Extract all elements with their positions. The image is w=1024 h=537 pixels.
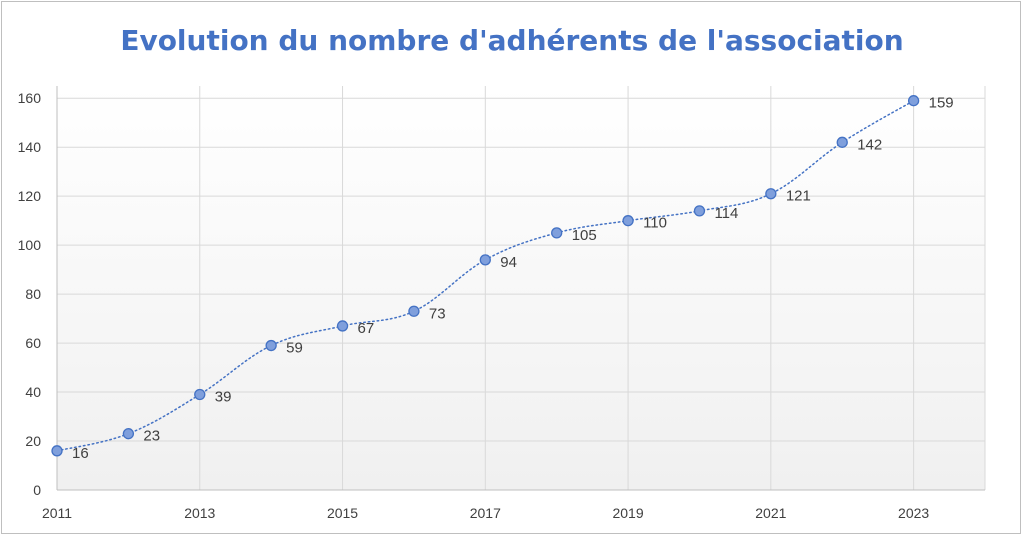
data-label: 23	[143, 428, 160, 445]
data-point-marker	[907, 95, 920, 107]
x-tick-label: 2021	[755, 505, 786, 521]
data-label: 73	[429, 305, 446, 322]
chart-title: Evolution du nombre d'adhérents de l'ass…	[120, 24, 904, 57]
data-label: 114	[714, 205, 738, 222]
x-tick-label: 2017	[470, 505, 501, 521]
axes: 0 20 40 60 80 100 120 140 160 2011 2013 2015 2017 201…	[18, 86, 985, 521]
data-label: 159	[929, 95, 954, 112]
data-point-marker	[836, 136, 848, 148]
data-point-marker	[51, 445, 63, 457]
x-tick-label: 2011	[42, 505, 72, 521]
data-label: 94	[500, 254, 517, 271]
y-tick-label: 60	[25, 335, 41, 351]
grid-lines	[56, 86, 986, 490]
data-point-marker	[479, 254, 491, 266]
data-label: 16	[72, 445, 89, 462]
plot-area	[57, 86, 985, 490]
y-tick-label: 40	[25, 384, 41, 400]
data-point-marker	[122, 428, 135, 440]
data-point-marker	[551, 227, 563, 239]
data-point-marker	[194, 388, 206, 401]
labels: 16 23 39 59 67 73 94 105 110 114 121 142 159	[72, 95, 954, 462]
data-label: 142	[857, 136, 882, 153]
data-label: 105	[572, 227, 597, 244]
x-tick-label: 2015	[327, 505, 358, 521]
data-point-marker	[265, 339, 277, 352]
y-tick-label: 20	[25, 433, 41, 449]
data-point-marker	[765, 188, 777, 200]
data-point-marker	[408, 305, 420, 317]
y-tick-label: 100	[18, 237, 42, 253]
data-point-marker	[336, 320, 349, 332]
data-point-marker	[693, 205, 706, 217]
y-tick-label: 140	[18, 139, 42, 155]
x-tick-label: 2023	[898, 505, 929, 521]
data-label: 39	[215, 389, 232, 406]
series-line	[51, 95, 920, 457]
data-point-marker	[622, 215, 634, 227]
data-label: 110	[643, 215, 667, 232]
data-label: 121	[786, 188, 811, 205]
y-tick-label: 80	[25, 286, 41, 302]
x-tick-label: 2013	[184, 505, 215, 521]
data-label: 59	[286, 340, 303, 357]
y-tick-label: 120	[18, 188, 42, 204]
data-label: 67	[358, 320, 375, 337]
x-tick-label: 2019	[612, 505, 643, 521]
y-tick-label: 160	[18, 90, 42, 106]
y-tick-label: 0	[33, 482, 41, 498]
